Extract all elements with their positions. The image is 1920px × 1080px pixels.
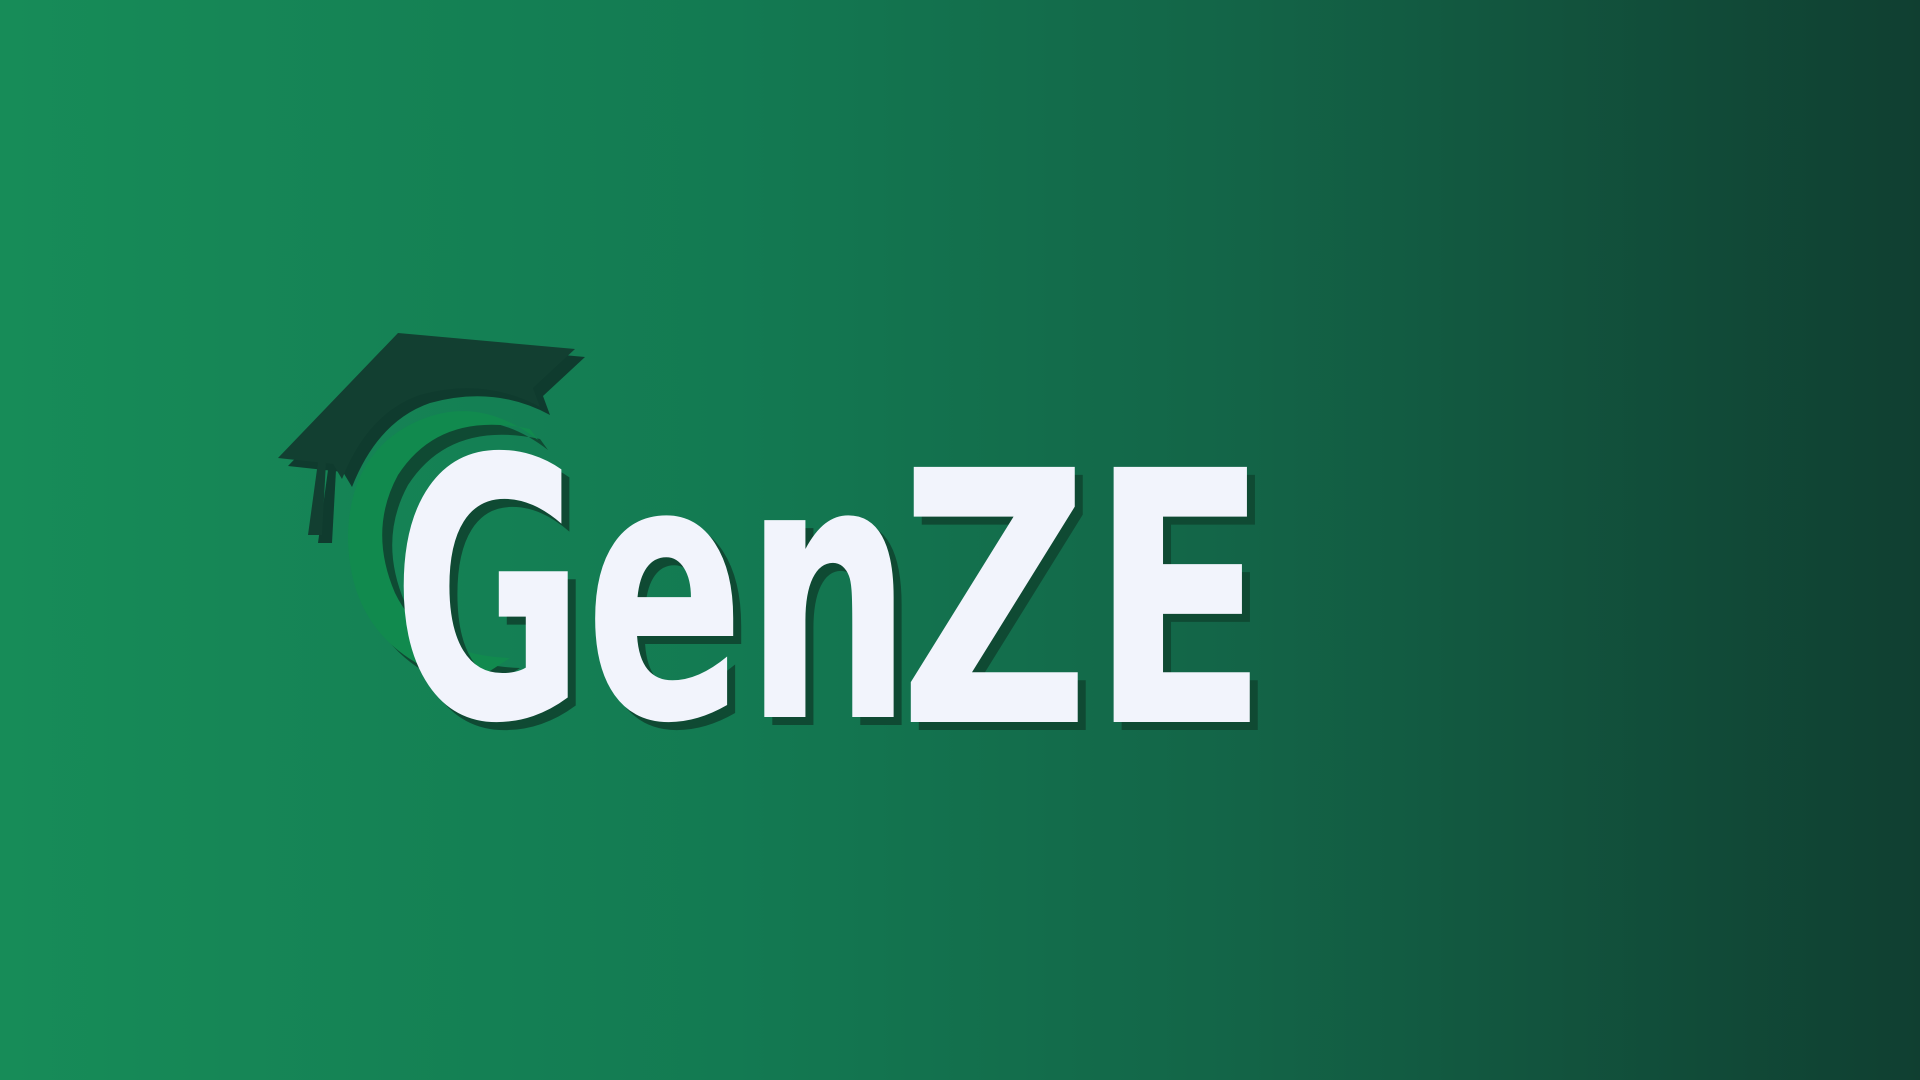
wordmark-gen-shadow: Gen xyxy=(400,391,920,810)
swoosh-icon xyxy=(348,411,548,690)
wordmark-ze: ZE xyxy=(899,397,1269,805)
wordmark-gen: Gen xyxy=(392,383,912,802)
graduation-cap-icon xyxy=(278,333,585,543)
genze-logo: Gen ZE Gen ZE xyxy=(278,325,1520,813)
logo-graphic: Gen ZE Gen ZE xyxy=(278,333,1277,813)
wordmark-ze-shadow: ZE xyxy=(907,405,1277,813)
